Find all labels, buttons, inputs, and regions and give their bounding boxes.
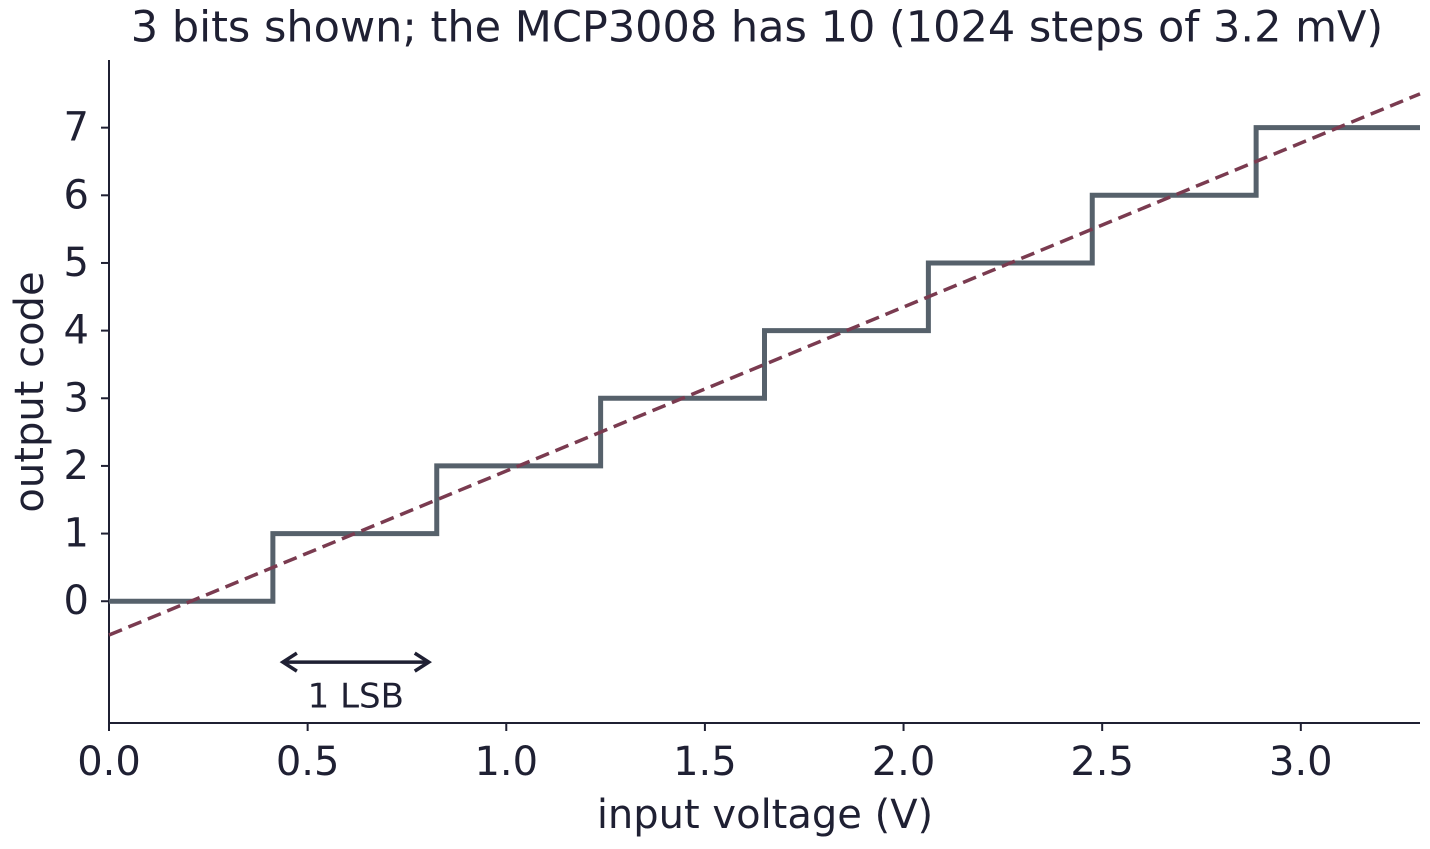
arrow-head (413, 651, 432, 673)
step-line (109, 125, 1420, 604)
x-axis-label: input voltage (V) (597, 792, 933, 838)
y-tick-label: 4 (64, 308, 89, 354)
arrow-head (279, 651, 298, 673)
x-tick-label: 2.5 (1070, 739, 1134, 785)
x-tick-label: 3.0 (1269, 739, 1333, 785)
x-tick-label: 1.5 (673, 739, 737, 785)
x-tick-label: 0.5 (276, 739, 340, 785)
y-tick-label: 5 (64, 240, 89, 286)
annotation-label: 1 LSB (308, 677, 404, 717)
y-tick-label: 7 (64, 105, 89, 151)
y-tick-label: 0 (64, 578, 89, 624)
x-tick-label: 2.0 (872, 739, 936, 785)
chart-title: 3 bits shown; the MCP3008 has 10 (1024 s… (131, 3, 1383, 53)
x-tick-label: 0.0 (77, 739, 141, 785)
y-tick-label: 2 (64, 443, 89, 489)
y-tick-label: 1 (64, 511, 89, 557)
y-tick-label: 3 (64, 375, 89, 421)
ideal-line (108, 92, 1421, 637)
y-tick-label: 6 (64, 172, 89, 218)
y-axis-label: output code (7, 271, 53, 512)
x-tick-label: 1.0 (474, 739, 538, 785)
